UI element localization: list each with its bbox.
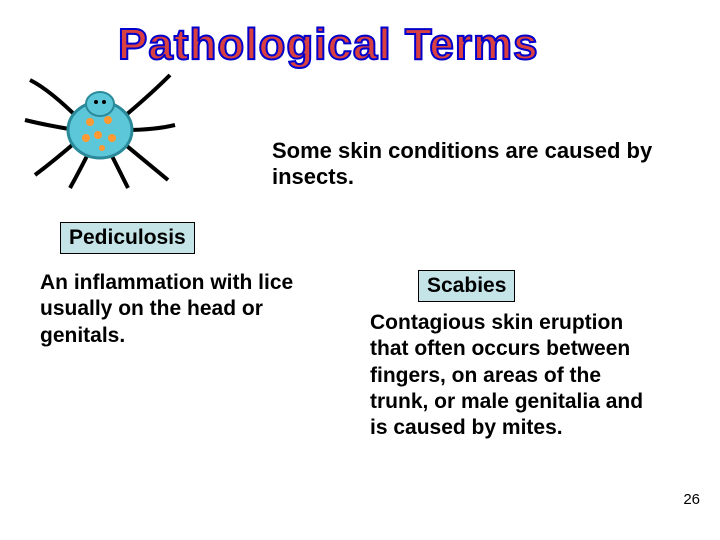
intro-text: Some skin conditions are caused by insec…	[272, 138, 672, 191]
term-scabies-label: Scabies	[418, 270, 515, 302]
spider-icon	[20, 60, 180, 190]
page-number: 26	[683, 491, 700, 508]
term-pediculosis-label: Pediculosis	[60, 222, 195, 254]
slide-title: Pathological Terms	[118, 20, 539, 70]
term-pediculosis-definition: An inflammation with lice usually on the…	[40, 270, 330, 349]
term-scabies-definition: Contagious skin eruption that often occu…	[370, 310, 650, 441]
